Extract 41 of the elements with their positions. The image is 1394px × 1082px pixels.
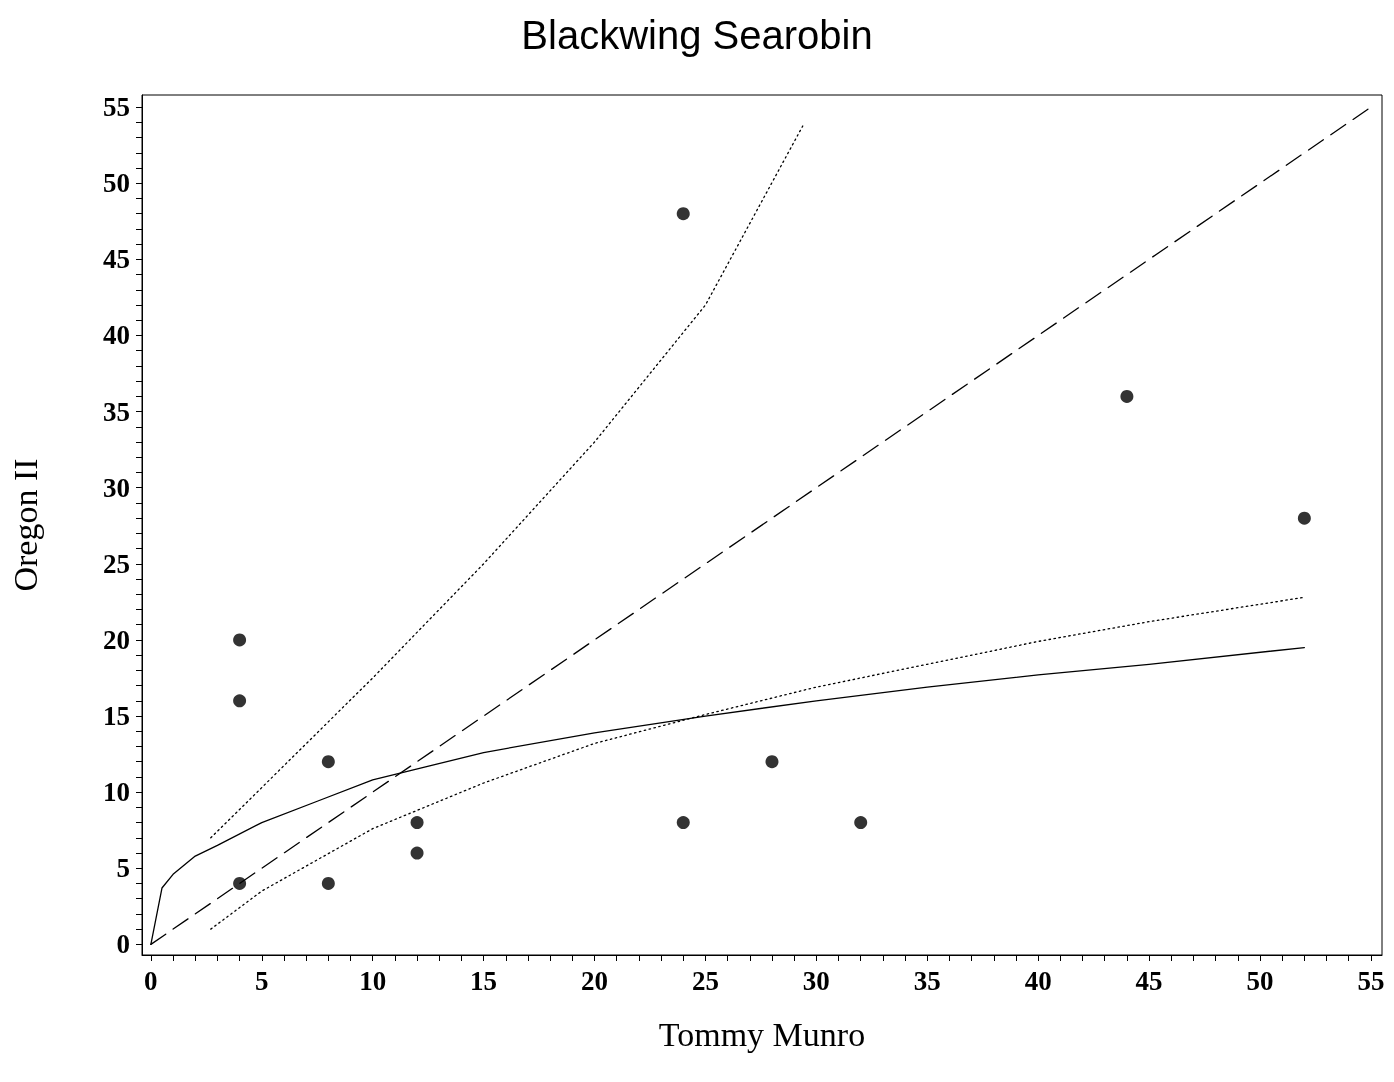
y-tick-label: 15 <box>103 701 130 732</box>
y-tick-label: 25 <box>103 548 130 579</box>
x-tick-label: 25 <box>691 965 719 996</box>
y-axis-title: Oregon II <box>6 458 44 592</box>
x-tick-label: 30 <box>802 965 830 996</box>
x-tick-label: 5 <box>255 965 269 996</box>
x-tick-label: 50 <box>1246 965 1274 996</box>
x-tick-label: 45 <box>1135 965 1163 996</box>
point <box>1120 389 1134 403</box>
x-tick-label: 10 <box>359 965 387 996</box>
line-series <box>210 124 804 839</box>
y-tick-label: 35 <box>103 396 130 427</box>
y-tick-label: 45 <box>103 244 130 275</box>
y-tick-label: 55 <box>103 92 130 123</box>
x-tick-label: 40 <box>1024 965 1052 996</box>
point <box>321 876 335 890</box>
point <box>233 876 247 890</box>
point <box>410 846 424 860</box>
point <box>233 633 247 647</box>
y-tick-label: 30 <box>103 472 130 503</box>
point <box>676 816 690 830</box>
y-tick-label: 0 <box>116 929 130 960</box>
point <box>854 816 868 830</box>
point <box>321 755 335 769</box>
y-tick-label: 5 <box>116 853 130 884</box>
point <box>1297 511 1311 525</box>
point <box>765 755 779 769</box>
x-tick-label: 0 <box>144 965 158 996</box>
x-axis-title: Tommy Munro <box>658 1015 866 1053</box>
y-tick-label: 20 <box>103 624 130 655</box>
y-tick-label: 50 <box>103 168 130 199</box>
chart-title: Blackwing Searobin <box>521 13 873 57</box>
y-tick-label: 10 <box>103 777 130 808</box>
point <box>676 207 690 221</box>
x-tick-label: 55 <box>1357 965 1385 996</box>
x-tick-label: 15 <box>470 965 498 996</box>
y-tick-label: 40 <box>103 320 130 351</box>
x-tick-label: 20 <box>581 965 609 996</box>
point <box>410 816 424 830</box>
point <box>233 694 247 708</box>
x-tick-label: 35 <box>913 965 941 996</box>
